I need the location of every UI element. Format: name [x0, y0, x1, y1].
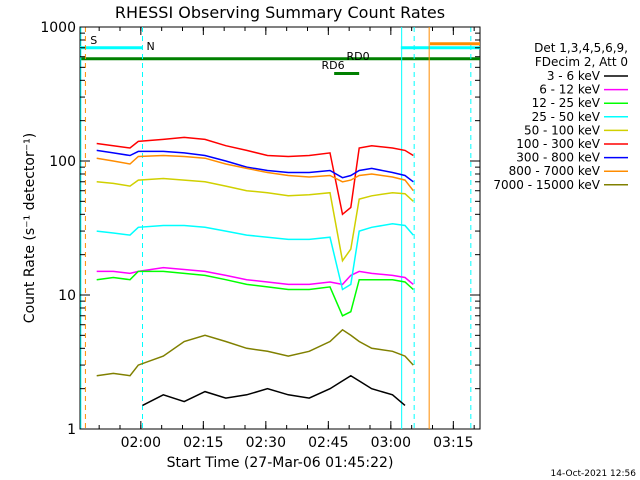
- series-line-3: [96, 223, 414, 291]
- legend-label-6: 300 - 800 keV: [516, 151, 600, 165]
- legend-label-7: 800 - 7000 keV: [509, 164, 601, 178]
- x-tick-label-4: 03:00: [371, 435, 411, 451]
- legend-label-0: 3 - 6 keV: [547, 69, 601, 83]
- x-tick-label-1: 02:15: [183, 435, 223, 451]
- annotation-3: RD6: [322, 59, 345, 72]
- series-line-0: [142, 374, 406, 407]
- plot-area: [79, 26, 481, 430]
- legend-header-0: Det 1,3,4,5,6,9,: [534, 41, 628, 55]
- x-tick-label-5: 03:15: [433, 435, 473, 451]
- x-tick-label-2: 02:30: [246, 435, 286, 451]
- annotation-0: S: [90, 34, 97, 47]
- legend-label-5: 100 - 300 keV: [516, 137, 600, 151]
- y-tick-label-3: 1000: [40, 20, 76, 36]
- series-line-4: [96, 177, 414, 263]
- legend-label-8: 7000 - 15000 keV: [493, 178, 600, 192]
- series-lines: [96, 136, 414, 407]
- series-line-5: [96, 136, 414, 216]
- y-tick-label-0: 1: [67, 422, 76, 438]
- legend-label-1: 6 - 12 keV: [539, 83, 601, 97]
- legend-header-1: FDecim 2, Att 0: [535, 55, 628, 69]
- series-line-8: [96, 328, 414, 377]
- y-tick-label-1: 10: [58, 288, 76, 304]
- series-line-2: [96, 270, 414, 317]
- y-axis-label: Count Rate (s⁻¹ detector⁻¹): [22, 133, 38, 323]
- annotation-1: N: [147, 40, 155, 53]
- series-line-7: [96, 154, 414, 192]
- y-tick-label-2: 100: [49, 154, 76, 170]
- footer-timestamp: 14-Oct-2021 12:56: [551, 469, 637, 479]
- plot-frame: [79, 26, 481, 430]
- annotation-2: RD0: [347, 50, 370, 63]
- legend-label-2: 12 - 25 keV: [532, 96, 601, 110]
- series-line-6: [96, 149, 414, 183]
- legend: Det 1,3,4,5,6,9,FDecim 2, Att 03 - 6 keV…: [493, 41, 628, 192]
- axes: 02:00 02:15 02:30 02:45 03:00 03:15 1 10 100 1000: [40, 20, 480, 451]
- chart-title: RHESSI Observing Summary Count Rates: [115, 3, 445, 22]
- legend-label-3: 25 - 50 keV: [532, 110, 601, 124]
- x-tick-label-3: 02:45: [308, 435, 348, 451]
- x-axis-label: Start Time (27-Mar-06 01:45:22): [167, 455, 394, 471]
- x-tick-label-0: 02:00: [121, 435, 161, 451]
- legend-label-4: 50 - 100 keV: [524, 123, 601, 137]
- vertical-markers: [80, 27, 472, 429]
